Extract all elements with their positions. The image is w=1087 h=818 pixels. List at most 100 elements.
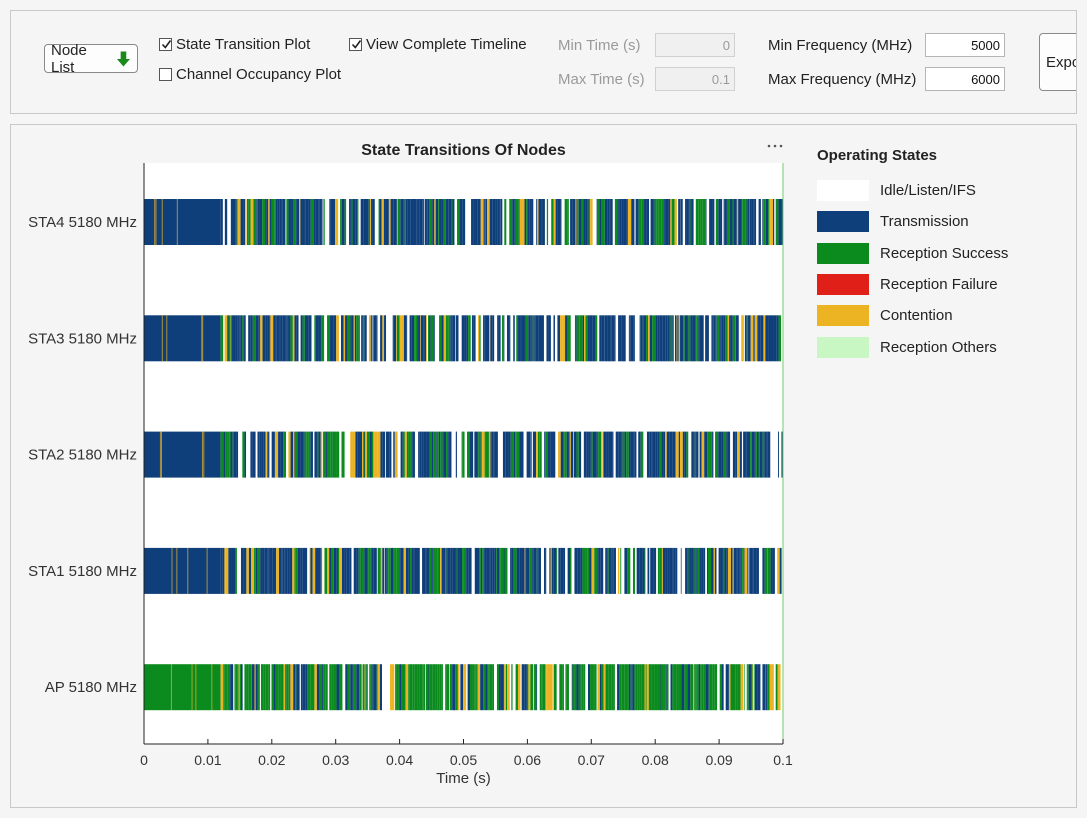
- timeline-segment: [525, 547, 527, 594]
- timeline-segment: [431, 547, 433, 594]
- timeline-segment: [354, 431, 356, 478]
- timeline-segment: [751, 199, 754, 245]
- timeline-segment: [667, 315, 670, 362]
- timeline-segment: [598, 547, 601, 594]
- timeline-segment: [343, 315, 346, 362]
- max-frequency-input[interactable]: [925, 67, 1005, 91]
- timeline-segment: [565, 315, 568, 362]
- timeline-segment: [628, 431, 631, 478]
- timeline-segment: [379, 664, 382, 711]
- timeline-segment: [541, 664, 543, 711]
- min-time-input[interactable]: [655, 33, 735, 57]
- timeline-segment: [456, 547, 458, 594]
- timeline-segment: [683, 315, 685, 362]
- timeline-segment: [680, 199, 681, 245]
- timeline-segment: [736, 431, 738, 478]
- timeline-segment: [502, 431, 506, 478]
- timeline-segment: [268, 547, 270, 594]
- timeline-segment: [685, 664, 688, 711]
- legend-label: Idle/Listen/IFS: [880, 182, 976, 200]
- timeline-segment: [694, 664, 696, 711]
- timeline-segment: [424, 199, 427, 245]
- timeline-segment: [457, 664, 460, 711]
- timeline-segment: [356, 664, 360, 711]
- timeline-segment: [599, 664, 602, 711]
- x-tick-label: 0.04: [386, 752, 413, 768]
- timeline-segment: [496, 547, 498, 594]
- timeline-segment: [271, 315, 274, 362]
- timeline-segment: [706, 547, 708, 594]
- timeline-segment: [747, 664, 749, 711]
- timeline-segment: [536, 199, 538, 245]
- timeline-segment: [624, 431, 627, 478]
- timeline-segment: [620, 431, 622, 478]
- timeline-segment: [700, 664, 702, 711]
- timeline-segment: [713, 315, 716, 362]
- timeline-segment: [432, 547, 434, 594]
- timeline-segment: [576, 199, 578, 245]
- timeline-segment: [650, 547, 651, 594]
- timeline-segment: [546, 664, 550, 711]
- timeline-segment: [308, 431, 311, 478]
- timeline-segment: [542, 199, 545, 245]
- timeline-segment: [224, 664, 227, 711]
- timeline-segment: [315, 315, 319, 362]
- timeline-segment: [393, 547, 395, 594]
- timeline-segment: [518, 199, 520, 245]
- timeline-segment: [781, 199, 783, 245]
- timeline-segment: [324, 547, 328, 594]
- timeline-segment: [777, 664, 781, 711]
- timeline-segment: [288, 431, 291, 478]
- timeline-segment: [336, 547, 338, 594]
- timeline-segment: [350, 431, 353, 478]
- timeline-segment: [687, 547, 689, 594]
- export-button[interactable]: Expo: [1039, 33, 1076, 91]
- timeline-segment: [227, 664, 231, 711]
- timeline-segment: [302, 664, 306, 711]
- max-time-input[interactable]: [655, 67, 735, 91]
- state-transition-plot-checkbox[interactable]: State Transition Plot: [159, 36, 310, 53]
- timeline-segment: [563, 431, 565, 478]
- timeline-segment: [393, 431, 395, 478]
- timeline-segment: [684, 431, 687, 478]
- timeline-segment: [352, 199, 356, 245]
- timeline-segment: [396, 315, 400, 362]
- timeline-segment: [413, 199, 417, 245]
- timeline-segment: [455, 315, 456, 362]
- timeline-segment: [336, 431, 340, 478]
- timeline-segment: [441, 199, 443, 245]
- timeline-segment: [726, 547, 728, 594]
- timeline-segment: [260, 315, 263, 362]
- timeline-segment: [630, 431, 634, 478]
- timeline-segment: [457, 199, 460, 245]
- more-options-icon[interactable]: [764, 139, 786, 153]
- view-complete-timeline-checkbox[interactable]: View Complete Timeline: [349, 36, 527, 53]
- timeline-segment: [266, 431, 268, 478]
- timeline-segment: [500, 199, 501, 245]
- timeline-segment: [340, 199, 342, 245]
- timeline-segment: [636, 547, 640, 594]
- timeline-segment: [415, 315, 418, 362]
- timeline-segment: [512, 315, 514, 362]
- timeline-segment: [626, 431, 629, 478]
- checkbox-unchecked-icon: [159, 68, 172, 81]
- timeline-segment: [551, 199, 554, 245]
- min-frequency-input[interactable]: [925, 33, 1005, 57]
- timeline-segment: [483, 547, 485, 594]
- channel-occupancy-plot-checkbox[interactable]: Channel Occupancy Plot: [159, 66, 341, 83]
- timeline-segment: [538, 199, 542, 245]
- timeline-segment: [321, 199, 323, 245]
- timeline-segment: [607, 199, 610, 245]
- timeline-segment: [371, 315, 373, 362]
- node-list-button[interactable]: Node List: [44, 42, 138, 76]
- timeline-segment: [370, 547, 372, 594]
- timeline-segment: [746, 431, 750, 478]
- timeline-segment: [671, 199, 675, 245]
- timeline-segment: [382, 547, 385, 594]
- timeline-segment: [504, 199, 507, 245]
- timeline-segment: [437, 547, 438, 594]
- timeline-segment: [441, 315, 444, 362]
- timeline-segment: [310, 547, 313, 594]
- timeline-segment: [715, 315, 717, 362]
- timeline-segment: [435, 199, 439, 245]
